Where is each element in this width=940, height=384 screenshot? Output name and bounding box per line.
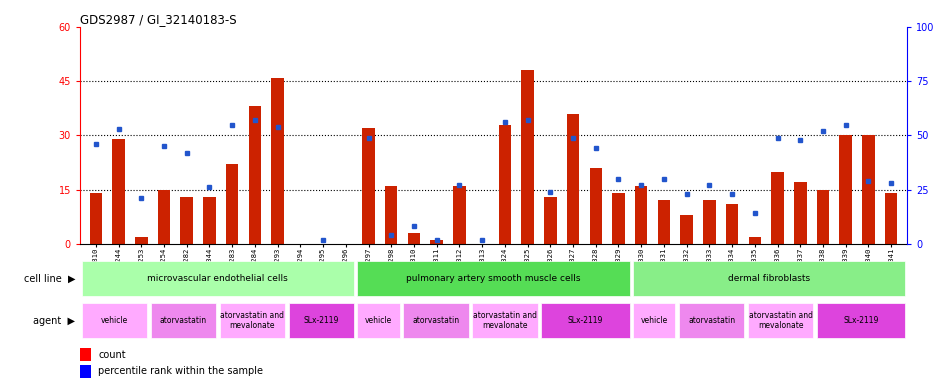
Text: microvascular endothelial cells: microvascular endothelial cells [148, 274, 289, 283]
Bar [220, 303, 285, 338]
Bar [680, 303, 744, 338]
Text: pulmonary artery smooth muscle cells: pulmonary artery smooth muscle cells [406, 274, 581, 283]
Bar [403, 303, 469, 338]
Bar [817, 190, 829, 244]
Text: vehicle: vehicle [641, 316, 668, 325]
Bar [80, 365, 91, 378]
Text: vehicle: vehicle [365, 316, 392, 325]
Text: agent  ▶: agent ▶ [33, 316, 75, 326]
Bar [817, 303, 905, 338]
Bar [522, 70, 534, 244]
Text: SLx-2119: SLx-2119 [568, 316, 603, 325]
Bar [794, 182, 807, 244]
Bar [748, 237, 761, 244]
Bar [772, 172, 784, 244]
Bar [150, 303, 216, 338]
Bar [658, 200, 670, 244]
Bar [289, 303, 353, 338]
Bar [589, 168, 602, 244]
Bar [567, 114, 579, 244]
Bar [272, 78, 284, 244]
Bar [80, 348, 91, 361]
Text: count: count [98, 349, 126, 359]
Bar [453, 186, 465, 244]
Text: atorvastatin: atorvastatin [160, 316, 207, 325]
Text: SLx-2119: SLx-2119 [843, 316, 879, 325]
Bar [158, 190, 170, 244]
Bar [89, 193, 102, 244]
Text: atorvastatin: atorvastatin [413, 316, 460, 325]
Bar [634, 186, 648, 244]
Text: atorvastatin and
mevalonate: atorvastatin and mevalonate [220, 311, 284, 330]
Bar [473, 303, 538, 338]
Bar [362, 128, 375, 244]
Bar [681, 215, 693, 244]
Bar [634, 261, 905, 296]
Bar [839, 136, 852, 244]
Bar [726, 204, 738, 244]
Bar [862, 136, 875, 244]
Text: cell line  ▶: cell line ▶ [24, 273, 75, 283]
Bar [357, 261, 630, 296]
Text: GDS2987 / GI_32140183-S: GDS2987 / GI_32140183-S [80, 13, 237, 26]
Bar [203, 197, 215, 244]
Bar [612, 193, 625, 244]
Bar [385, 186, 398, 244]
Text: atorvastatin and
mevalonate: atorvastatin and mevalonate [749, 311, 813, 330]
Text: atorvastatin and
mevalonate: atorvastatin and mevalonate [473, 311, 537, 330]
Bar [634, 303, 676, 338]
Bar [82, 261, 353, 296]
Bar [226, 164, 239, 244]
Bar [180, 197, 193, 244]
Text: vehicle: vehicle [101, 316, 128, 325]
Text: percentile rank within the sample: percentile rank within the sample [98, 366, 263, 376]
Bar [408, 233, 420, 244]
Bar [885, 193, 898, 244]
Bar [544, 197, 556, 244]
Bar [249, 106, 261, 244]
Bar [82, 303, 147, 338]
Bar [357, 303, 400, 338]
Bar [748, 303, 813, 338]
Bar [431, 240, 443, 244]
Bar [112, 139, 125, 244]
Text: SLx-2119: SLx-2119 [304, 316, 338, 325]
Bar [135, 237, 148, 244]
Bar [498, 124, 511, 244]
Text: atorvastatin: atorvastatin [688, 316, 735, 325]
Text: dermal fibroblasts: dermal fibroblasts [728, 274, 810, 283]
Bar [541, 303, 630, 338]
Bar [703, 200, 715, 244]
